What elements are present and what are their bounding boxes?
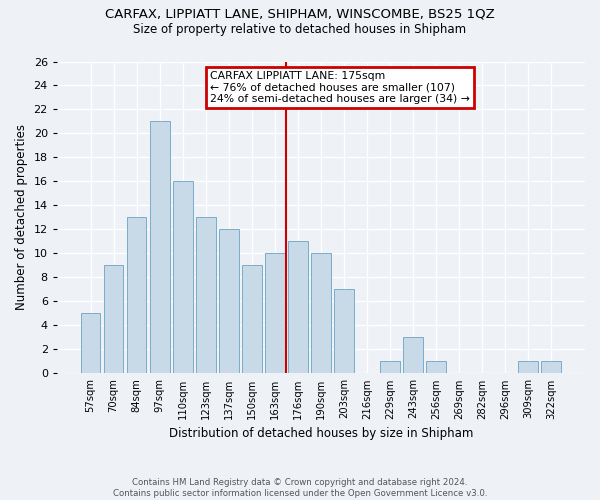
- X-axis label: Distribution of detached houses by size in Shipham: Distribution of detached houses by size …: [169, 427, 473, 440]
- Bar: [403, 338, 423, 374]
- Bar: [311, 254, 331, 374]
- Bar: [127, 218, 146, 374]
- Bar: [81, 314, 100, 374]
- Y-axis label: Number of detached properties: Number of detached properties: [15, 124, 28, 310]
- Bar: [173, 182, 193, 374]
- Bar: [334, 290, 354, 374]
- Bar: [518, 362, 538, 374]
- Bar: [265, 254, 284, 374]
- Text: CARFAX, LIPPIATT LANE, SHIPHAM, WINSCOMBE, BS25 1QZ: CARFAX, LIPPIATT LANE, SHIPHAM, WINSCOMB…: [105, 8, 495, 20]
- Text: CARFAX LIPPIATT LANE: 175sqm
← 76% of detached houses are smaller (107)
24% of s: CARFAX LIPPIATT LANE: 175sqm ← 76% of de…: [210, 71, 470, 104]
- Bar: [288, 242, 308, 374]
- Bar: [150, 122, 170, 374]
- Text: Size of property relative to detached houses in Shipham: Size of property relative to detached ho…: [133, 22, 467, 36]
- Bar: [196, 218, 215, 374]
- Bar: [541, 362, 561, 374]
- Bar: [426, 362, 446, 374]
- Bar: [219, 230, 239, 374]
- Bar: [242, 266, 262, 374]
- Bar: [380, 362, 400, 374]
- Text: Contains HM Land Registry data © Crown copyright and database right 2024.
Contai: Contains HM Land Registry data © Crown c…: [113, 478, 487, 498]
- Bar: [104, 266, 124, 374]
